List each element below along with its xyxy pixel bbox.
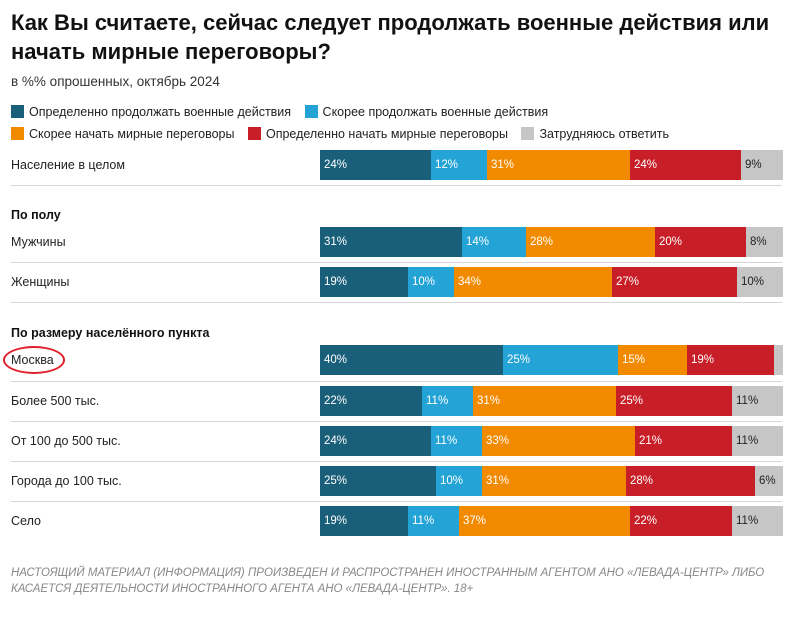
bar-segment: 25% xyxy=(503,345,618,375)
bar-segment: 37% xyxy=(459,506,630,536)
bar-segment: 24% xyxy=(320,150,431,180)
stacked-bar: 25% 10% 31% 28% 6% xyxy=(320,466,783,496)
legend-label: Скорее продолжать военные действия xyxy=(322,105,549,119)
bar-segment: 11% xyxy=(732,386,783,416)
stacked-bar: 19% 10% 34% 27% 10% xyxy=(320,267,783,297)
legend-label: Затрудняюсь ответить xyxy=(539,127,670,141)
bar-segment: 31% xyxy=(320,227,462,257)
bar-segment: 11% xyxy=(732,506,783,536)
bar-segment: 15% xyxy=(618,345,687,375)
row-label: Село xyxy=(11,514,41,528)
legend-swatch xyxy=(11,105,24,118)
stacked-bar: 24% 11% 33% 21% 11% xyxy=(320,426,783,456)
bar-segment: 40% xyxy=(320,345,503,375)
legend-label: Определенно начать мирные переговоры xyxy=(265,127,508,141)
legend-swatch xyxy=(11,127,24,140)
row-label: Население в целом xyxy=(11,158,125,172)
bar-segment: 28% xyxy=(626,466,755,496)
row-separator xyxy=(11,461,782,462)
stacked-bar: 24% 12% 31% 24% 9% xyxy=(320,150,783,180)
bar-segment: 19% xyxy=(320,506,408,536)
row-separator xyxy=(11,302,782,303)
stacked-bar: 22% 11% 31% 25% 11% xyxy=(320,386,783,416)
row-separator xyxy=(11,185,782,186)
group-heading: По полу xyxy=(11,208,61,222)
row-label: Мужчины xyxy=(11,235,66,249)
chart-subtitle: в %% опрошенных, октябрь 2024 xyxy=(11,74,220,89)
stacked-bar: 40% 25% 15% 19% xyxy=(320,345,783,375)
bar-segment: 31% xyxy=(487,150,630,180)
bar-segment: 11% xyxy=(431,426,482,456)
bar-segment: 24% xyxy=(630,150,741,180)
row-label: От 100 до 500 тыс. xyxy=(11,434,121,448)
highlight-ellipse xyxy=(3,346,65,374)
bar-segment: 22% xyxy=(630,506,732,536)
bar-segment xyxy=(774,345,783,375)
legend-item: Скорее начать мирные переговоры xyxy=(11,123,235,145)
bar-segment: 11% xyxy=(408,506,459,536)
legend-swatch xyxy=(521,127,535,140)
bar-segment: 24% xyxy=(320,426,431,456)
row-label: Женщины xyxy=(11,275,70,289)
row-label: Более 500 тыс. xyxy=(11,394,100,408)
bar-segment: 10% xyxy=(436,466,482,496)
bar-segment: 10% xyxy=(737,267,783,297)
bar-segment: 9% xyxy=(741,150,783,180)
row-separator xyxy=(11,262,782,263)
bar-segment: 12% xyxy=(431,150,487,180)
legend-swatch xyxy=(304,105,318,118)
legend-item: Скорее продолжать военные действия xyxy=(304,101,549,123)
bar-segment: 14% xyxy=(462,227,526,257)
legend-item: Затрудняюсь ответить xyxy=(521,123,669,145)
legend-swatch xyxy=(247,127,261,140)
bar-segment: 10% xyxy=(408,267,454,297)
stacked-bar: 19% 11% 37% 22% 11% xyxy=(320,506,783,536)
bar-segment: 11% xyxy=(732,426,783,456)
bar-segment: 25% xyxy=(616,386,732,416)
bar-segment: 20% xyxy=(655,227,746,257)
bar-segment: 21% xyxy=(635,426,732,456)
legend-label: Определенно продолжать военные действия xyxy=(29,105,292,119)
bar-segment: 33% xyxy=(482,426,635,456)
bar-segment: 11% xyxy=(422,386,473,416)
bar-segment: 27% xyxy=(612,267,737,297)
legend-item: Определенно начать мирные переговоры xyxy=(247,123,508,145)
legend-item: Определенно продолжать военные действия xyxy=(11,101,291,123)
bar-segment: 25% xyxy=(320,466,436,496)
bar-segment: 6% xyxy=(755,466,783,496)
bar-segment: 28% xyxy=(526,227,655,257)
bar-segment: 22% xyxy=(320,386,422,416)
footer-disclaimer: НАСТОЯЩИЙ МАТЕРИАЛ (ИНФОРМАЦИЯ) ПРОИЗВЕД… xyxy=(11,567,765,595)
stacked-bar: 31% 14% 28% 20% 8% xyxy=(320,227,783,257)
row-separator xyxy=(11,501,782,502)
chart-title: Как Вы считаете, сейчас следует продолжа… xyxy=(11,10,770,64)
legend-label: Скорее начать мирные переговоры xyxy=(29,127,235,141)
bar-segment: 31% xyxy=(473,386,616,416)
row-label: Города до 100 тыс. xyxy=(11,474,122,488)
bar-segment: 19% xyxy=(687,345,774,375)
bar-segment: 34% xyxy=(454,267,612,297)
row-separator xyxy=(11,421,782,422)
group-heading: По размеру населённого пункта xyxy=(11,326,210,340)
legend: Определенно продолжать военные действия … xyxy=(11,101,771,145)
row-separator xyxy=(11,381,782,382)
bar-segment: 19% xyxy=(320,267,408,297)
bar-segment: 31% xyxy=(482,466,626,496)
bar-segment: 8% xyxy=(746,227,783,257)
